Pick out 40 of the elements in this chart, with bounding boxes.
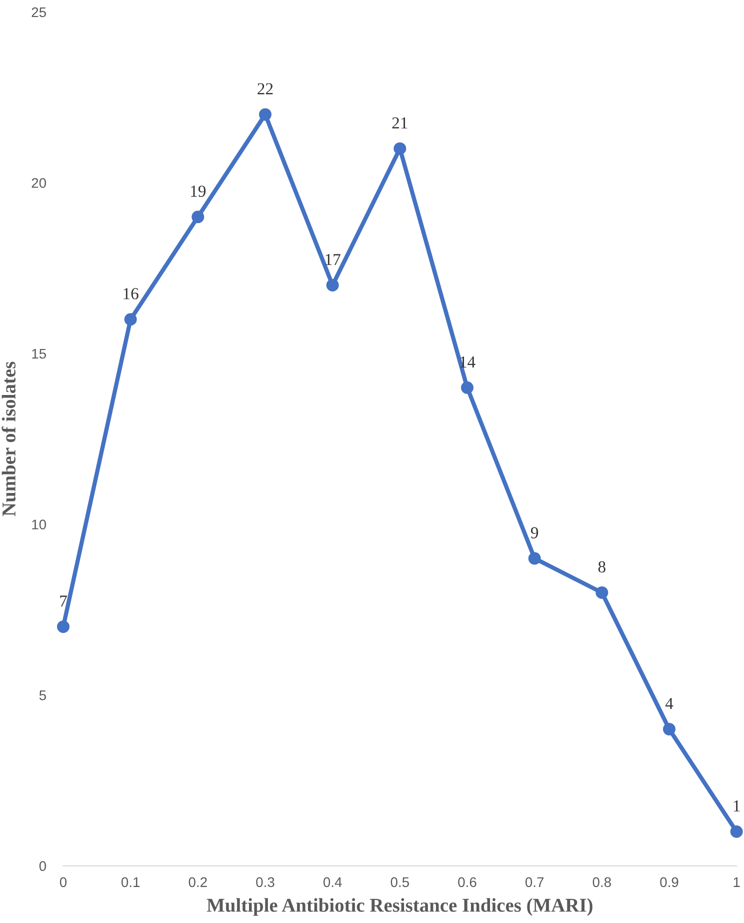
- y-tick-label: 20: [32, 178, 46, 188]
- x-tick-label: 0.7: [525, 877, 544, 888]
- data-label: 1: [734, 800, 740, 812]
- x-tick-label: 0.2: [188, 877, 207, 888]
- x-tick-label: 0.6: [458, 877, 476, 888]
- point: [460, 381, 474, 394]
- x-axis-title: Multiple Antibiotic Resistance Indices (MARI): [206, 898, 592, 916]
- data-label: 7: [60, 596, 67, 606]
- x-tick-label: 0.5: [390, 877, 409, 888]
- point: [192, 210, 204, 224]
- data-label: 4: [665, 698, 674, 709]
- point: [326, 278, 339, 292]
- point: [394, 142, 406, 155]
- y-axis-title: Number of isolates: [2, 362, 16, 516]
- point: [528, 552, 541, 565]
- x-tick-label: 0.9: [660, 877, 678, 888]
- y-tick-label: 15: [32, 348, 46, 359]
- point: [258, 108, 272, 121]
- x-tick-label: 0.1: [121, 877, 140, 888]
- data-label: 16: [124, 288, 138, 300]
- y-tick-label: 5: [39, 690, 46, 700]
- data-label: 22: [258, 83, 273, 94]
- x-tick-label: 0: [60, 877, 67, 888]
- data-label: 19: [191, 186, 206, 197]
- point: [124, 313, 137, 326]
- data-label: 8: [598, 561, 606, 573]
- point: [730, 825, 743, 838]
- y-tick-label: 0: [39, 861, 46, 871]
- y-tick-label: 10: [32, 520, 46, 530]
- data-label: 21: [392, 117, 408, 128]
- x-tick-label: 0.4: [323, 877, 342, 888]
- y-tick-label: 25: [32, 7, 46, 18]
- point: [56, 620, 70, 633]
- x-tick-label: 0.3: [256, 877, 274, 888]
- data-label: 9: [530, 527, 538, 538]
- x-tick-label: 0.8: [592, 877, 611, 888]
- point: [662, 722, 676, 736]
- data-label: 17: [326, 254, 340, 265]
- point: [596, 586, 608, 599]
- x-tick-label: 1: [734, 877, 740, 887]
